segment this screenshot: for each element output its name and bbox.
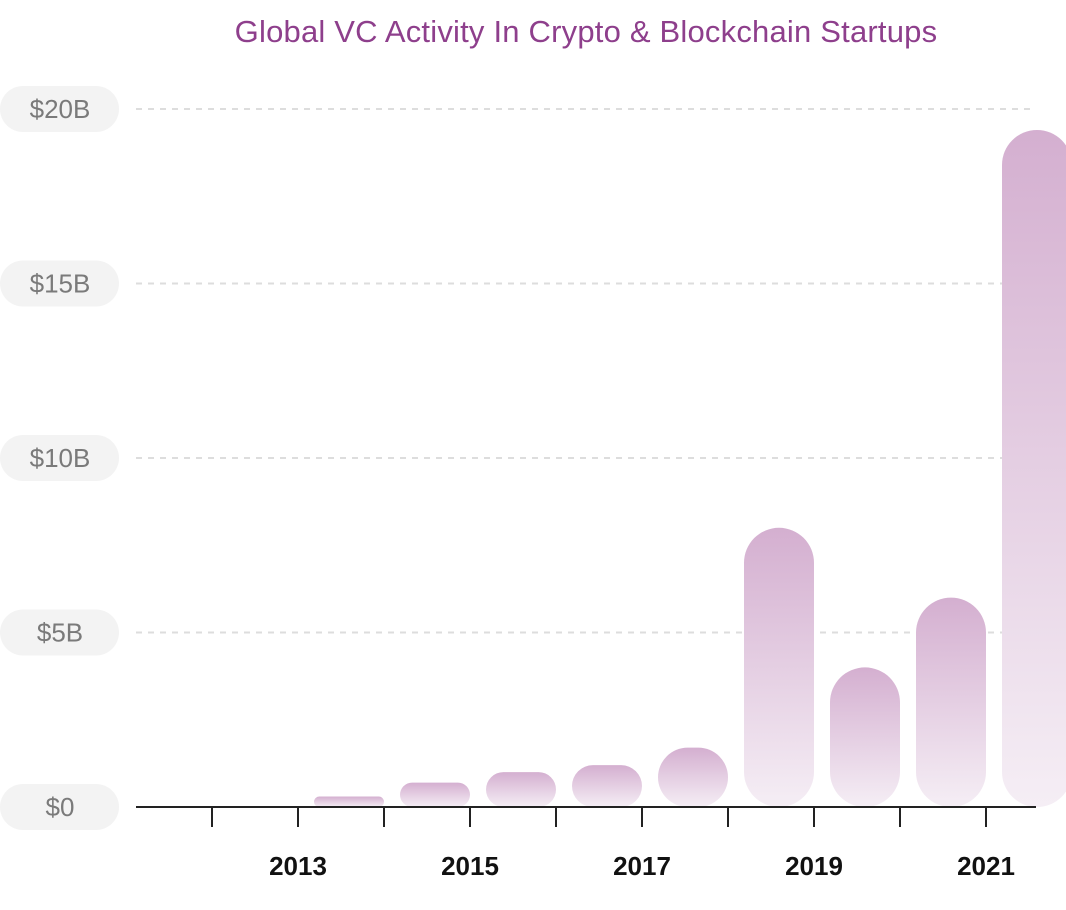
x-axis bbox=[136, 806, 1036, 827]
x-axis-labels: 2013 2015 2017 2019 2021 bbox=[269, 851, 1015, 881]
bar-2016 bbox=[572, 765, 642, 807]
bar-2021 bbox=[1002, 129, 1066, 807]
y-axis-ticks: $0 $5B $10B $15B $20B bbox=[0, 86, 119, 830]
bar-2017 bbox=[658, 747, 728, 807]
y-tick-label: $15B bbox=[30, 269, 91, 299]
bar-2013 bbox=[314, 796, 384, 807]
bars bbox=[314, 129, 1066, 807]
y-tick-label: $10B bbox=[30, 443, 91, 473]
x-tick-label: 2019 bbox=[785, 851, 843, 881]
bar-2020 bbox=[916, 597, 986, 807]
gridlines bbox=[136, 108, 1036, 634]
y-tick-pill bbox=[0, 435, 119, 481]
x-tick-label: 2021 bbox=[957, 851, 1015, 881]
bar-2015 bbox=[486, 772, 556, 807]
bar-2014 bbox=[400, 782, 470, 807]
chart-title: Global VC Activity In Crypto & Blockchai… bbox=[234, 14, 938, 49]
bar-2018 bbox=[744, 527, 814, 807]
x-tick-label: 2015 bbox=[441, 851, 499, 881]
y-tick-pill bbox=[0, 784, 119, 830]
y-tick-label: $20B bbox=[30, 94, 91, 124]
bar-2019 bbox=[830, 667, 900, 807]
y-tick-pill bbox=[0, 86, 119, 132]
y-tick-pill bbox=[0, 260, 119, 307]
y-tick-label: $0 bbox=[46, 792, 75, 822]
y-tick-pill bbox=[0, 609, 119, 656]
x-tick-label: 2017 bbox=[613, 851, 671, 881]
x-tick-label: 2013 bbox=[269, 851, 327, 881]
y-tick-label: $5B bbox=[37, 618, 83, 648]
